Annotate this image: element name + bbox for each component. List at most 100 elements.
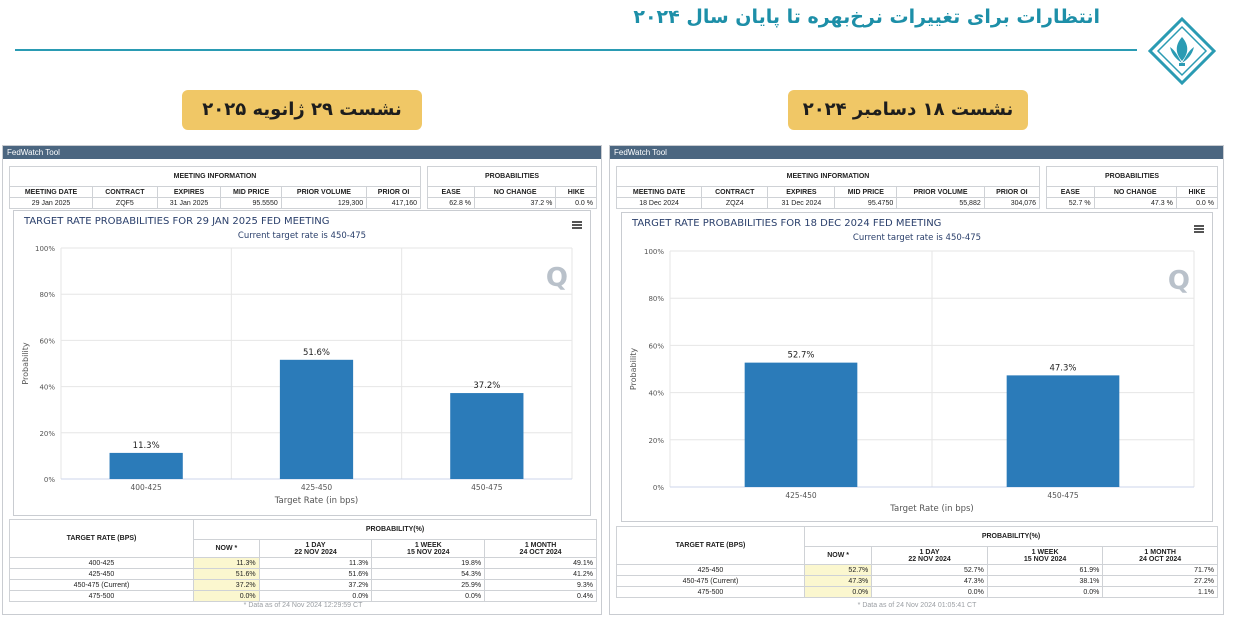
probability-cell: 47.3% bbox=[871, 575, 988, 587]
expires-cell: 31 Dec 2024 bbox=[767, 197, 836, 209]
col-header: PRIOR VOLUME bbox=[280, 186, 368, 198]
data-timestamp: * Data as of 24 Nov 2024 01:05:41 CT bbox=[857, 602, 977, 609]
probability-cell: 0.0% bbox=[371, 590, 486, 602]
col-header: NO CHANGE bbox=[474, 186, 557, 198]
probability-header: PROBABILITY(%) bbox=[804, 526, 1218, 547]
probability-cell: 54.3% bbox=[371, 568, 486, 580]
col-header-1month: 1 MONTH 24 OCT 2024 bbox=[1102, 546, 1218, 565]
probability-cell: 52.7% bbox=[871, 564, 988, 576]
x-tick-label: 450-475 bbox=[471, 483, 503, 492]
data-label: 52.7% bbox=[787, 351, 814, 361]
y-axis-title: Probability bbox=[21, 342, 30, 385]
target-rate-cell: 450-475 (Current) bbox=[9, 579, 194, 591]
probability-cell: 0.0% bbox=[871, 586, 988, 598]
bar[interactable] bbox=[1006, 375, 1120, 487]
table-row: 425-450 52.7% 52.7% 61.9% 71.7% bbox=[616, 564, 1218, 576]
meeting-badge-dec: نشست ۱۸ دسامبر ۲۰۲۴ bbox=[788, 90, 1028, 130]
probabilities-title: PROBABILITIES bbox=[1046, 166, 1218, 187]
ease-cell: 52.7 % bbox=[1046, 197, 1095, 209]
col-header: EXPIRES bbox=[156, 186, 222, 198]
probabilities-summary-table: PROBABILITIES EASE NO CHANGE HIKE 62.8 %… bbox=[426, 166, 597, 209]
target-rate-cell: 400-425 bbox=[9, 557, 194, 569]
chart-menu-icon[interactable] bbox=[1194, 225, 1204, 233]
expires-cell: 31 Jan 2025 bbox=[156, 197, 222, 209]
col-header: PRIOR OI bbox=[366, 186, 421, 198]
col-header: HIKE bbox=[555, 186, 597, 198]
col-header-1day: 1 DAY 22 NOV 2024 bbox=[871, 546, 988, 565]
table-row: 475-500 0.0% 0.0% 0.0% 0.4% bbox=[9, 590, 597, 602]
y-tick-label: 100% bbox=[35, 245, 55, 253]
x-axis-title: Target Rate (in bps) bbox=[889, 504, 974, 514]
probability-cell: 27.2% bbox=[1102, 575, 1218, 587]
no-change-cell: 47.3 % bbox=[1093, 197, 1177, 209]
bar[interactable] bbox=[450, 393, 524, 479]
prior-oi-cell: 304,076 bbox=[983, 197, 1041, 209]
probabilities-summary-table: PROBABILITIES EASE NO CHANGE HIKE 52.7 %… bbox=[1046, 166, 1219, 209]
data-label: 11.3% bbox=[133, 441, 160, 451]
chart-container: TARGET RATE PROBABILITIES FOR 29 JAN 202… bbox=[13, 210, 591, 516]
prior-volume-cell: 55,882 bbox=[896, 197, 985, 209]
probability-cell: 51.6% bbox=[193, 568, 260, 580]
contract-cell: ZQF5 bbox=[92, 197, 158, 209]
probability-cell: 71.7% bbox=[1102, 564, 1218, 576]
mid-price-cell: 95.5550 bbox=[220, 197, 282, 209]
ease-cell: 62.8 % bbox=[426, 197, 476, 209]
bar-chart-dec: TARGET RATE PROBABILITIES FOR 18 DEC 202… bbox=[629, 218, 1195, 514]
x-tick-label: 400-425 bbox=[130, 483, 162, 492]
target-rate-cell: 450-475 (Current) bbox=[616, 575, 805, 587]
chart-title: TARGET RATE PROBABILITIES FOR 18 DEC 202… bbox=[631, 218, 941, 229]
prior-volume-cell: 129,300 bbox=[280, 197, 368, 209]
hike-cell: 0.0 % bbox=[1175, 197, 1219, 209]
no-change-cell: 37.2 % bbox=[474, 197, 557, 209]
meeting-date-cell: 29 Jan 2025 bbox=[8, 197, 94, 209]
y-tick-label: 40% bbox=[39, 384, 55, 392]
y-tick-label: 20% bbox=[39, 430, 55, 438]
panel-title-bar: FedWatch Tool bbox=[3, 146, 601, 159]
y-tick-label: 100% bbox=[644, 248, 664, 256]
probability-cell: 49.1% bbox=[484, 557, 597, 569]
target-rate-cell: 425-450 bbox=[9, 568, 194, 580]
col-header-now: NOW * bbox=[193, 539, 260, 558]
col-header-1month: 1 MONTH 24 OCT 2024 bbox=[484, 539, 597, 558]
meeting-info-table: MEETING INFORMATION MEETING DATE CONTRAC… bbox=[615, 166, 1041, 209]
col-header: HIKE bbox=[1175, 186, 1219, 198]
meeting-info-title: MEETING INFORMATION bbox=[9, 166, 421, 187]
table-row: 475-500 0.0% 0.0% 0.0% 1.1% bbox=[616, 586, 1218, 598]
y-tick-label: 60% bbox=[39, 337, 55, 345]
col-header: EXPIRES bbox=[767, 186, 836, 198]
mid-price-cell: 95.4750 bbox=[834, 197, 898, 209]
logo-icon bbox=[1148, 17, 1216, 85]
probability-cell: 0.0% bbox=[803, 586, 873, 598]
col-header-1week: 1 WEEK 15 NOV 2024 bbox=[986, 546, 1104, 565]
y-tick-label: 80% bbox=[39, 291, 55, 299]
probability-cell: 0.0% bbox=[986, 586, 1104, 598]
contract-cell: ZQZ4 bbox=[701, 197, 769, 209]
header-divider bbox=[15, 49, 1137, 51]
col-header: PRIOR VOLUME bbox=[896, 186, 985, 198]
chart-title: TARGET RATE PROBABILITIES FOR 29 JAN 202… bbox=[23, 216, 330, 227]
probability-cell: 51.6% bbox=[258, 568, 373, 580]
col-header: CONTRACT bbox=[92, 186, 158, 198]
data-label: 37.2% bbox=[473, 381, 500, 391]
probability-cell: 37.2% bbox=[258, 579, 373, 591]
target-rate-table: TARGET RATE (BPS) PROBABILITY(%) NOW * 1… bbox=[9, 519, 597, 602]
prior-oi-cell: 417,160 bbox=[366, 197, 421, 209]
watermark-q-icon: Q bbox=[1168, 266, 1190, 296]
chart-subtitle: Current target rate is 450-475 bbox=[853, 233, 981, 243]
bar[interactable] bbox=[744, 362, 858, 487]
meeting-date-cell: 18 Dec 2024 bbox=[615, 197, 703, 209]
probability-cell: 41.2% bbox=[484, 568, 597, 580]
y-tick-label: 20% bbox=[648, 437, 664, 445]
probability-cell: 1.1% bbox=[1102, 586, 1218, 598]
probability-cell: 19.8% bbox=[371, 557, 486, 569]
table-row: 450-475 (Current) 47.3% 47.3% 38.1% 27.2% bbox=[616, 575, 1218, 587]
probability-cell: 11.3% bbox=[193, 557, 260, 569]
chart-menu-icon[interactable] bbox=[572, 221, 582, 229]
bar[interactable] bbox=[109, 452, 183, 479]
data-label: 51.6% bbox=[303, 348, 330, 358]
bar[interactable] bbox=[279, 359, 354, 479]
probability-header: PROBABILITY(%) bbox=[193, 519, 597, 540]
col-header: MEETING DATE bbox=[615, 186, 703, 198]
probability-cell: 61.9% bbox=[986, 564, 1104, 576]
watermark-q-icon: Q bbox=[546, 263, 568, 293]
